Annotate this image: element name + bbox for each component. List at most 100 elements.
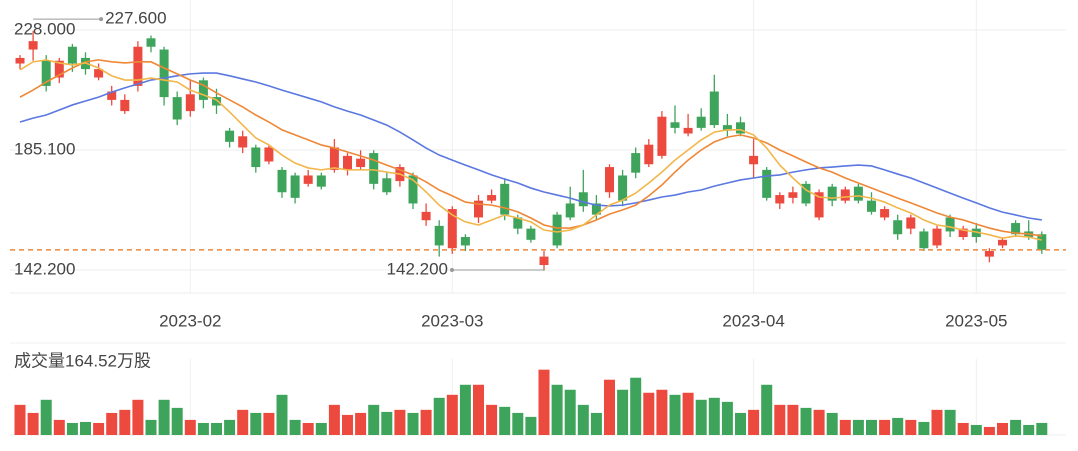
moving-average-line [19, 59, 1042, 237]
y-tick-label: 228.000 [14, 19, 75, 38]
candle-body [185, 94, 195, 112]
volume-bar [551, 384, 563, 435]
candle-body [303, 175, 313, 184]
volume-bar [250, 412, 262, 435]
candle-body [487, 195, 497, 201]
volume-bar [708, 397, 720, 435]
volume-bar [381, 411, 393, 435]
candle-body [657, 116, 667, 156]
volume-bar [394, 409, 406, 435]
candle-body [15, 57, 25, 64]
candle-body [447, 209, 457, 249]
x-tick-label: 2023-02 [159, 311, 221, 330]
candle-body [539, 256, 549, 266]
candle-body [578, 192, 588, 207]
candle-body [788, 192, 798, 198]
candle-body [919, 231, 929, 249]
volume-bar [839, 419, 851, 435]
volume-bar [800, 407, 812, 435]
candle-body [500, 183, 510, 215]
volume-bar [879, 419, 891, 435]
candle-body [329, 147, 339, 170]
volume-bar [289, 419, 301, 435]
candle-body [932, 228, 942, 246]
candle-body [814, 192, 824, 218]
candle-body [893, 220, 903, 235]
volume-bar [735, 412, 746, 435]
volume-bar [577, 404, 589, 435]
candle-body [709, 91, 719, 126]
candle-body [369, 153, 379, 184]
volume-bar [590, 412, 602, 435]
volume-bar [669, 394, 681, 435]
volume-bar [1036, 422, 1048, 435]
candle-body [1037, 234, 1047, 250]
moving-average-line [19, 72, 1042, 221]
candle-body [880, 209, 890, 218]
candle-body [198, 80, 208, 100]
volume-bar [852, 419, 864, 435]
candle-body [474, 200, 483, 218]
volume-bar [957, 422, 969, 435]
volume-bar [486, 404, 498, 435]
volume-bar [158, 399, 170, 435]
volume-bar [276, 394, 288, 435]
candle-body [526, 228, 536, 240]
volume-bar [407, 412, 419, 435]
volume-bar [892, 417, 904, 435]
volume-bar [53, 419, 65, 435]
candle-body [984, 251, 994, 257]
volume-bar [106, 412, 118, 435]
candle-body [775, 195, 785, 204]
candle-body [343, 155, 352, 170]
volume-bar [302, 422, 314, 435]
candle-body [906, 217, 916, 229]
candle-body [853, 186, 863, 201]
max-label: 227.600 [105, 9, 166, 28]
candle-body [696, 116, 706, 128]
volume-bar [682, 392, 694, 435]
volume-bar [761, 384, 773, 435]
candle-body [827, 186, 837, 201]
min-label: 142.200 [387, 260, 448, 279]
volume-bar [748, 409, 760, 435]
volume-bar [224, 419, 236, 435]
candle-body [159, 49, 169, 98]
candle-body [290, 175, 300, 198]
candle-body [565, 203, 575, 218]
volume-bar [211, 422, 222, 435]
y-tick-label: 142.200 [14, 260, 75, 279]
candle-body [225, 130, 235, 142]
candle-body [722, 125, 732, 131]
candle-body [552, 214, 562, 246]
candle-body [670, 122, 680, 128]
volume-bar [315, 422, 327, 435]
candle-body [631, 153, 641, 173]
volume-bar [630, 377, 642, 435]
candle-body [762, 169, 772, 198]
volume-bar [237, 409, 249, 435]
volume-bar [14, 404, 26, 435]
candle-body [434, 225, 444, 246]
candle-body [133, 46, 143, 86]
candle-body [172, 97, 182, 120]
volume-bar [656, 389, 668, 435]
candle-body [618, 175, 628, 201]
x-tick-label: 2023-03 [421, 311, 483, 330]
volume-bar [525, 416, 537, 435]
volume-bar [171, 407, 183, 435]
volume-label: 成交量164.52万股 [14, 351, 151, 370]
volume-bar [93, 422, 105, 435]
volume-bar [40, 399, 52, 435]
volume-bar [473, 384, 484, 435]
candle-body [107, 91, 117, 100]
candle-body [683, 127, 693, 134]
volume-bar [944, 409, 956, 435]
volume-bar [918, 421, 930, 435]
candle-body [591, 203, 601, 215]
volume-bar [564, 389, 576, 435]
volume-bar [826, 412, 838, 435]
candle-body [605, 167, 614, 193]
volume-bar [512, 412, 524, 435]
candle-body [513, 217, 523, 229]
